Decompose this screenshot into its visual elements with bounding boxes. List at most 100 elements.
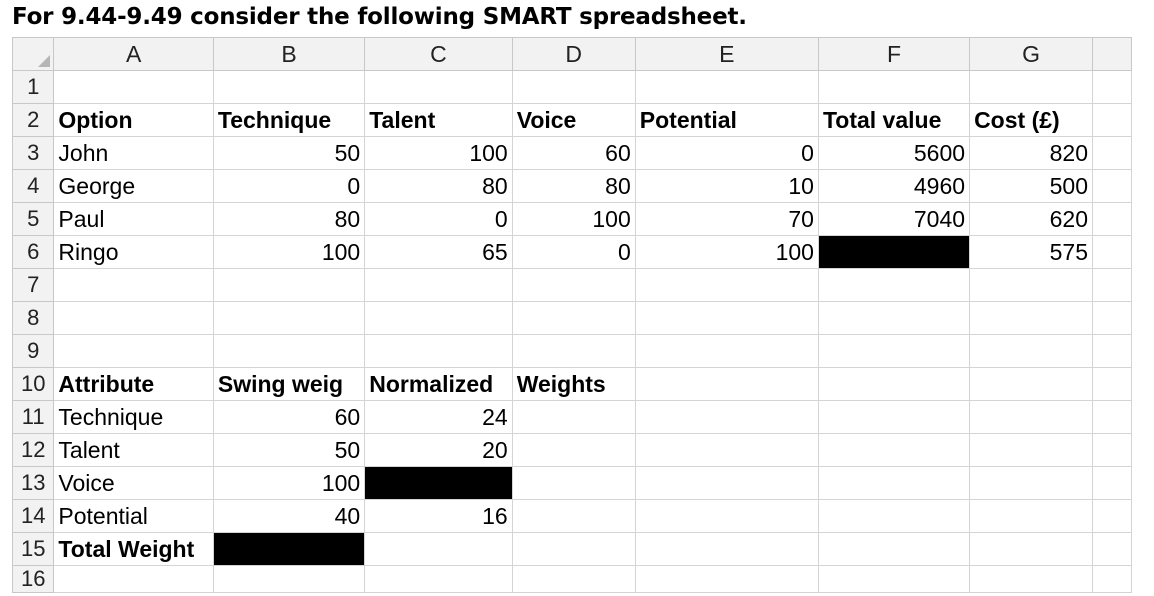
cell-g1[interactable] bbox=[969, 70, 1094, 104]
cell-a8[interactable] bbox=[53, 301, 214, 335]
cell-c10[interactable]: Normalized bbox=[364, 367, 513, 401]
cell-e2[interactable]: Potential bbox=[634, 103, 819, 137]
column-header-c[interactable]: C bbox=[364, 37, 513, 71]
cell-e10[interactable] bbox=[634, 367, 819, 401]
cell-d2[interactable]: Voice bbox=[511, 103, 636, 137]
cell-h10[interactable] bbox=[1092, 367, 1132, 401]
cell-a6[interactable]: Ringo bbox=[53, 235, 214, 269]
select-all-corner[interactable] bbox=[12, 37, 55, 71]
cell-g16[interactable] bbox=[969, 565, 1094, 593]
cell-e12[interactable] bbox=[634, 433, 819, 467]
cell-h4[interactable] bbox=[1092, 169, 1132, 203]
cell-f15[interactable] bbox=[817, 532, 971, 566]
column-header-e[interactable]: E bbox=[634, 37, 819, 71]
row-header-4[interactable]: 4 bbox=[12, 169, 55, 203]
row-header-14[interactable]: 14 bbox=[12, 499, 55, 533]
cell-e7[interactable] bbox=[634, 268, 819, 302]
cell-f7[interactable] bbox=[817, 268, 971, 302]
cell-g7[interactable] bbox=[969, 268, 1094, 302]
cell-a4[interactable]: George bbox=[53, 169, 214, 203]
cell-a14[interactable]: Potential bbox=[53, 499, 214, 533]
cell-f11[interactable] bbox=[817, 400, 971, 434]
column-header-d[interactable]: D bbox=[511, 37, 636, 71]
cell-c5[interactable]: 0 bbox=[364, 202, 513, 236]
row-header-7[interactable]: 7 bbox=[12, 268, 55, 302]
cell-b15[interactable] bbox=[212, 532, 366, 566]
cell-b2[interactable]: Technique bbox=[212, 103, 366, 137]
cell-g12[interactable] bbox=[969, 433, 1094, 467]
cell-d1[interactable] bbox=[511, 70, 636, 104]
cell-a15[interactable]: Total Weight bbox=[53, 532, 214, 566]
cell-d5[interactable]: 100 bbox=[511, 202, 636, 236]
spreadsheet-grid[interactable]: A B C D E F G 1 2 Option Technique Talent Voi… bbox=[12, 37, 1132, 596]
cell-f4[interactable]: 4960 bbox=[817, 169, 971, 203]
cell-c7[interactable] bbox=[364, 268, 513, 302]
cell-a7[interactable] bbox=[53, 268, 214, 302]
cell-b4[interactable]: 0 bbox=[212, 169, 366, 203]
cell-e15[interactable] bbox=[634, 532, 819, 566]
cell-e11[interactable] bbox=[634, 400, 819, 434]
column-header-f[interactable]: F bbox=[817, 37, 971, 71]
cell-c2[interactable]: Talent bbox=[364, 103, 513, 137]
cell-b11[interactable]: 60 bbox=[212, 400, 366, 434]
cell-g10[interactable] bbox=[969, 367, 1094, 401]
cell-e8[interactable] bbox=[634, 301, 819, 335]
cell-d10[interactable]: Weights bbox=[511, 367, 636, 401]
cell-f12[interactable] bbox=[817, 433, 971, 467]
cell-h12[interactable] bbox=[1092, 433, 1132, 467]
cell-c11[interactable]: 24 bbox=[364, 400, 513, 434]
cell-d4[interactable]: 80 bbox=[511, 169, 636, 203]
cell-a13[interactable]: Voice bbox=[53, 466, 214, 500]
cell-b14[interactable]: 40 bbox=[212, 499, 366, 533]
cell-h16[interactable] bbox=[1092, 565, 1132, 593]
cell-e13[interactable] bbox=[634, 466, 819, 500]
cell-a3[interactable]: John bbox=[53, 136, 214, 170]
column-header-b[interactable]: B bbox=[212, 37, 366, 71]
cell-f9[interactable] bbox=[817, 334, 971, 368]
cell-g8[interactable] bbox=[969, 301, 1094, 335]
cell-e14[interactable] bbox=[634, 499, 819, 533]
cell-d8[interactable] bbox=[511, 301, 636, 335]
cell-f13[interactable] bbox=[817, 466, 971, 500]
row-header-5[interactable]: 5 bbox=[12, 202, 55, 236]
cell-b1[interactable] bbox=[212, 70, 366, 104]
cell-f8[interactable] bbox=[817, 301, 971, 335]
cell-b16[interactable] bbox=[212, 565, 366, 593]
cell-f3[interactable]: 5600 bbox=[817, 136, 971, 170]
cell-a10[interactable]: Attribute bbox=[53, 367, 214, 401]
cell-b13[interactable]: 100 bbox=[212, 466, 366, 500]
cell-h8[interactable] bbox=[1092, 301, 1132, 335]
cell-h7[interactable] bbox=[1092, 268, 1132, 302]
cell-f16[interactable] bbox=[817, 565, 971, 593]
cell-a2[interactable]: Option bbox=[53, 103, 214, 137]
cell-d12[interactable] bbox=[511, 433, 636, 467]
cell-h6[interactable] bbox=[1092, 235, 1132, 269]
cell-d16[interactable] bbox=[511, 565, 636, 593]
cell-c9[interactable] bbox=[364, 334, 513, 368]
cell-b3[interactable]: 50 bbox=[212, 136, 366, 170]
cell-a5[interactable]: Paul bbox=[53, 202, 214, 236]
cell-h15[interactable] bbox=[1092, 532, 1132, 566]
cell-c4[interactable]: 80 bbox=[364, 169, 513, 203]
cell-g15[interactable] bbox=[969, 532, 1094, 566]
cell-b9[interactable] bbox=[212, 334, 366, 368]
row-header-6[interactable]: 6 bbox=[12, 235, 55, 269]
row-header-13[interactable]: 13 bbox=[12, 466, 55, 500]
cell-d7[interactable] bbox=[511, 268, 636, 302]
cell-b7[interactable] bbox=[212, 268, 366, 302]
cell-f5[interactable]: 7040 bbox=[817, 202, 971, 236]
cell-b8[interactable] bbox=[212, 301, 366, 335]
cell-h3[interactable] bbox=[1092, 136, 1132, 170]
cell-e6[interactable]: 100 bbox=[634, 235, 819, 269]
cell-c15[interactable] bbox=[364, 532, 513, 566]
cell-b5[interactable]: 80 bbox=[212, 202, 366, 236]
cell-e16[interactable] bbox=[634, 565, 819, 593]
cell-d15[interactable] bbox=[511, 532, 636, 566]
cell-c12[interactable]: 20 bbox=[364, 433, 513, 467]
cell-e3[interactable]: 0 bbox=[634, 136, 819, 170]
row-header-8[interactable]: 8 bbox=[12, 301, 55, 335]
cell-c1[interactable] bbox=[364, 70, 513, 104]
cell-c16[interactable] bbox=[364, 565, 513, 593]
cell-a9[interactable] bbox=[53, 334, 214, 368]
cell-g11[interactable] bbox=[969, 400, 1094, 434]
